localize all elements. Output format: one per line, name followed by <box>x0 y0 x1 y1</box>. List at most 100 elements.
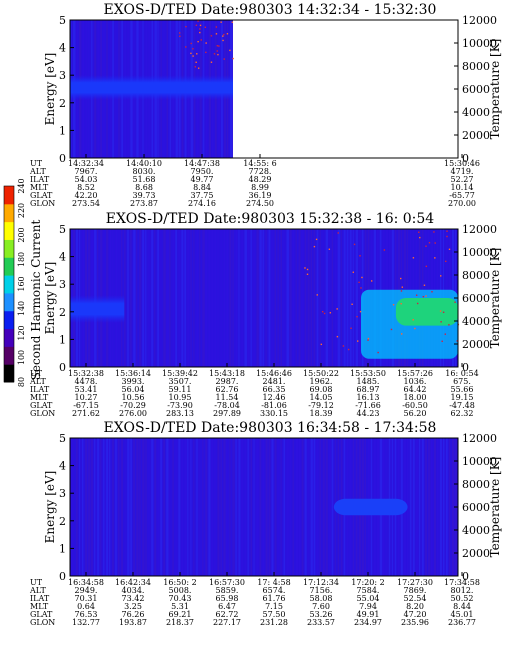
colorbar-tick-label: 160 <box>17 276 26 291</box>
spectrogram-streak <box>286 229 289 367</box>
table-cell: 7.15 <box>265 602 283 611</box>
table-cell: 52.54 <box>404 594 427 603</box>
spectrogram-streak <box>169 229 171 367</box>
spectrogram-streak <box>154 229 156 367</box>
spectrogram-streak <box>253 438 255 576</box>
y-tick-label: 3 <box>59 278 66 291</box>
spectrogram-streak <box>439 438 442 576</box>
table-cell: -65.77 <box>449 191 475 200</box>
table-cell: 48.29 <box>249 175 272 184</box>
table-cell: 15:43:18 <box>209 369 245 378</box>
table-cell: 8.20 <box>406 602 424 611</box>
y2-tick-label: 10000 <box>462 37 497 50</box>
spectrogram-speckle <box>454 301 456 303</box>
y2-tick-label: 6000 <box>462 292 490 305</box>
spectrogram-speckle <box>440 321 442 323</box>
spectrogram-streak <box>268 229 271 367</box>
spectrogram-streak <box>268 438 271 576</box>
y-tick-label: 1 <box>59 542 66 555</box>
table-cell: 218.37 <box>166 618 194 627</box>
spectrogram-streak <box>235 438 237 576</box>
spectrogram-speckle <box>216 50 218 52</box>
y-tick-label: 0 <box>59 570 66 583</box>
table-cell: 17:34:58 <box>444 578 480 587</box>
spectrogram-streak <box>295 438 299 576</box>
table-cell: 57.50 <box>263 610 286 619</box>
spectrogram-streak <box>97 438 100 576</box>
table-cell: 55.04 <box>357 594 380 603</box>
colorbar-tick-label: 80 <box>17 377 26 387</box>
table-cell: 8.52 <box>77 183 95 192</box>
spectrogram-speckle <box>350 327 352 329</box>
spectrogram-speckle <box>370 280 373 282</box>
spectrogram-streak <box>451 438 455 576</box>
y2-tick-label: 10000 <box>462 455 497 468</box>
spectrogram-streak <box>289 438 292 576</box>
spectrogram-streak <box>223 438 226 576</box>
colorbar-tick-label: 180 <box>17 252 26 267</box>
spectrogram-streak <box>142 438 145 576</box>
spectrogram-streak <box>106 438 109 576</box>
spectrogram-streak <box>142 229 145 367</box>
colorbar: 80 100 120 140 160 180 200 220 240 Second Harmoni… <box>3 178 43 387</box>
y-axis-label: Energy [eV] <box>43 262 57 335</box>
spectrogram-speckle <box>425 245 427 247</box>
table-cell: 10.56 <box>122 393 145 402</box>
y-tick-label: 4 <box>59 460 66 473</box>
panel-title: EXOS-D/TED Date:980303 16:34:58 - 17:34:… <box>104 420 437 436</box>
y-tick-label: 1 <box>59 333 66 346</box>
table-cell: 234.97 <box>354 618 382 627</box>
table-cell: 233.57 <box>307 618 335 627</box>
spectrogram-streak <box>199 229 201 367</box>
spectrogram-speckle <box>222 39 224 42</box>
spectrogram-speckle <box>358 281 360 284</box>
spectrogram-speckle <box>197 40 199 43</box>
spectrogram-streak <box>349 229 352 367</box>
spectrogram-speckle <box>416 302 419 305</box>
spectrogram-streak <box>235 229 238 367</box>
spectrogram-streak <box>79 438 81 576</box>
spectrogram-streak <box>184 229 187 367</box>
spectrogram-speckle <box>199 31 201 34</box>
spectrogram-streak <box>421 438 424 576</box>
table-row-label: GLAT <box>30 610 53 619</box>
spectrogram-streak <box>256 229 259 367</box>
spectrogram-streak <box>328 229 330 367</box>
y2-axis-label: Temperature [K] <box>488 457 502 558</box>
spectrogram-streak <box>124 438 126 576</box>
spectrogram-streak <box>307 438 309 576</box>
y-tick-label: 2 <box>59 97 66 110</box>
y2-tick-label: 2000 <box>462 547 490 560</box>
table-cell: 69.08 <box>310 385 333 394</box>
spectrogram-speckle <box>199 24 202 27</box>
spectrogram-streak <box>166 229 169 367</box>
spectrogram-speckle <box>390 328 393 331</box>
table-cell: -79.12 <box>308 401 334 410</box>
spectrogram-streak <box>136 229 138 367</box>
spectrogram-streak <box>298 229 301 367</box>
y-tick-label: 5 <box>59 14 66 27</box>
spectrogram-streak <box>175 438 177 576</box>
table-row-label: GLAT <box>30 401 53 410</box>
spectrogram-streak <box>226 229 229 367</box>
table-cell: 15:50:22 <box>303 369 339 378</box>
spectrogram-band-blue-high <box>70 75 233 101</box>
table-row-label: GLON <box>30 199 55 208</box>
spectrogram-speckle <box>353 243 356 246</box>
table-cell: 73.42 <box>122 594 145 603</box>
spectrogram-speckle <box>223 58 225 60</box>
spectrogram-streak <box>178 229 181 367</box>
spectrogram-speckle <box>323 312 326 315</box>
spectrogram-speckle <box>197 20 199 22</box>
spectrogram-streak <box>82 438 84 576</box>
spectrogram-streak <box>229 438 231 576</box>
y2-tick-label: 4000 <box>462 315 490 328</box>
table-cell: 18.00 <box>404 393 427 402</box>
y2-tick-label: 0 <box>462 570 469 583</box>
spectrogram-speckle <box>446 230 448 232</box>
colorbar-segment <box>4 257 14 276</box>
table-cell: 18.39 <box>310 409 333 418</box>
table-cell: 49.91 <box>357 610 380 619</box>
spectrogram-streak <box>418 438 421 576</box>
